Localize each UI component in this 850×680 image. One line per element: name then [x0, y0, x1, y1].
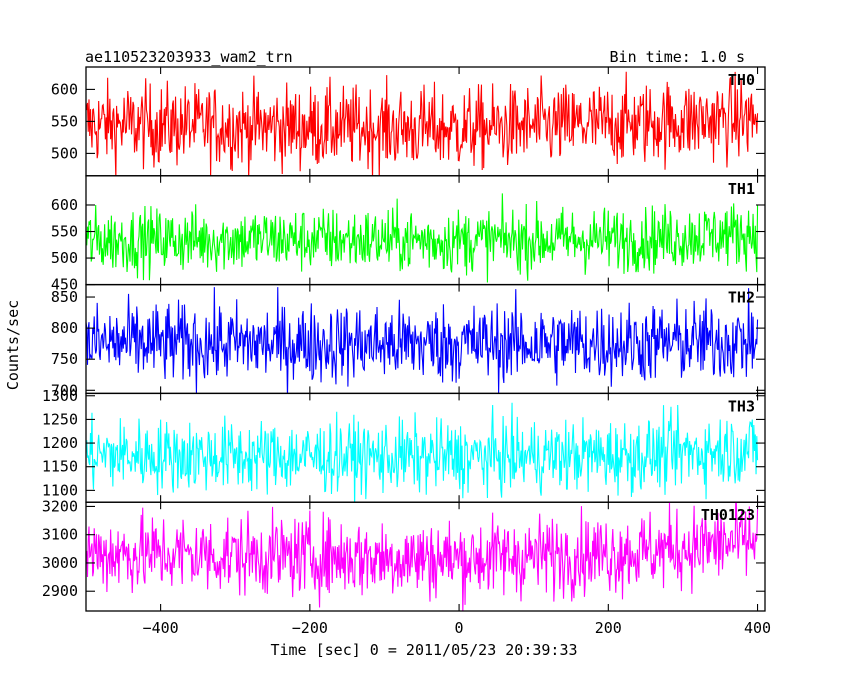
- y-tick-label: 850: [51, 288, 78, 306]
- panel-th3: 1100 1150 1200 1250 1300 TH3: [42, 387, 766, 503]
- panel-label: TH2: [728, 289, 755, 307]
- panel-th2: 700 750 800 850 TH2: [51, 283, 766, 399]
- series-line-th0: [86, 71, 759, 176]
- y-tick-label: 750: [51, 350, 78, 368]
- y-tick-label: 1200: [42, 434, 78, 452]
- y-tick-label: 450: [51, 276, 78, 294]
- y-tick-label: 500: [51, 249, 78, 267]
- y-tick-label: 1300: [42, 387, 78, 405]
- y-tick-label: 550: [51, 112, 78, 130]
- y-tick-label: 1100: [42, 481, 78, 499]
- y-tick-label: 550: [51, 223, 78, 241]
- series-line-th2: [86, 287, 759, 394]
- panel-label: TH0123: [701, 506, 755, 524]
- panel-th0123: 2900 3000 3100 3200 TH0123: [42, 497, 766, 612]
- y-axis-label: Counts/sec: [4, 300, 22, 390]
- series-line-th0123: [86, 502, 759, 612]
- y-tick-label: 3200: [42, 497, 78, 515]
- y-tick-label: 700: [51, 381, 78, 399]
- panel-th1: 450 500 550 600 TH1: [51, 175, 766, 294]
- chart-title: ae110523203933_wam2_trn: [85, 48, 293, 66]
- x-tick-label: 200: [595, 619, 622, 637]
- panel-label: TH3: [728, 397, 755, 415]
- x-axis: −400 −200 0 200 400: [143, 619, 772, 637]
- x-tick-label: −400: [143, 619, 179, 637]
- panel-th0: 500 550 600 TH0: [51, 66, 766, 177]
- y-tick-label: 3100: [42, 526, 78, 544]
- series-line-th3: [86, 402, 759, 503]
- x-tick-label: −200: [292, 619, 328, 637]
- y-tick-label: 1250: [42, 410, 78, 428]
- y-tick-label: 600: [51, 80, 78, 98]
- panel-label: TH1: [728, 180, 755, 198]
- panel-label: TH0: [728, 71, 755, 89]
- panels-group: 500 550 600 TH0 450 500 550 600 TH1 700 750 800 850 T…: [42, 66, 766, 612]
- y-tick-label: 600: [51, 196, 78, 214]
- y-tick-label: 3000: [42, 554, 78, 572]
- panel-frame: [85, 501, 766, 612]
- series-line-th1: [86, 193, 759, 283]
- x-tick-label: 400: [744, 619, 771, 637]
- x-axis-label: Time [sec] 0 = 2011/05/23 20:39:33: [270, 641, 577, 659]
- y-tick-label: 2900: [42, 582, 78, 600]
- y-tick-label: 1150: [42, 458, 78, 476]
- bin-time-label: Bin time: 1.0 s: [610, 48, 745, 66]
- y-tick-label: 800: [51, 319, 78, 337]
- y-tick-label: 500: [51, 144, 78, 162]
- x-tick-label: 0: [455, 619, 464, 637]
